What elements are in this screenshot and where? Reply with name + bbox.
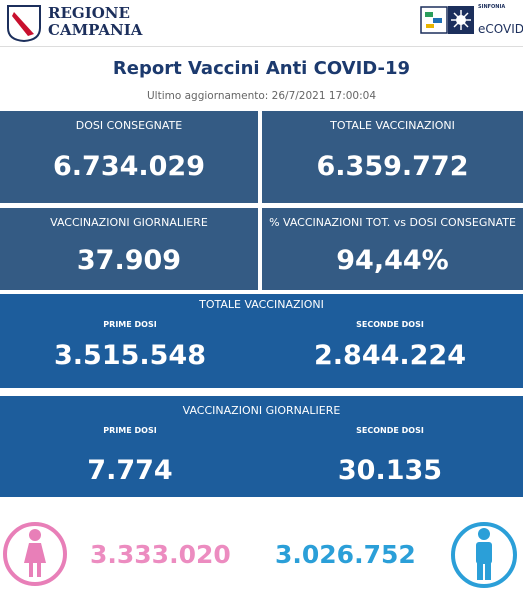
tile-label: DOSI CONSEGNATE [75, 119, 183, 132]
tile-label: TOTALE VACCINAZIONI [330, 119, 455, 132]
region-logo [7, 5, 41, 42]
region-name: REGIONE CAMPANIA [48, 5, 142, 39]
sinfonia-logo [420, 6, 448, 34]
female-icon [3, 522, 67, 586]
sub-label: SECONDE DOSI [356, 426, 424, 435]
tile-value: 94,44% [336, 245, 449, 276]
updated: Ultimo aggiornamento: 26/7/2021 17:00:04 [146, 90, 377, 102]
sub-label: PRIME DOSI [103, 426, 157, 435]
header: REGIONE CAMPANIA SINFONIA eCOVID [0, 0, 523, 47]
region-line: REGIONE [48, 4, 130, 22]
brand: eCOVID [478, 22, 523, 36]
block: VACCINAZIONI GIORNALIERE PRIME DOSI SECO… [0, 396, 523, 497]
sub-label: PRIME DOSI [103, 320, 157, 329]
tile-value: 6.734.029 [52, 151, 206, 182]
sub-label: SECONDE DOSI [356, 320, 424, 329]
block-title: VACCINAZIONI GIORNALIERE [182, 404, 341, 417]
title: Report Vaccini Anti COVID-19 [112, 58, 411, 79]
tile: TOTALE VACCINAZIONI 6.359.772 [262, 111, 523, 203]
tile: DOSI CONSEGNATE 6.734.029 [0, 111, 258, 203]
tile-label: % VACCINAZIONI TOT. vs DOSI CONSEGNATE [269, 216, 516, 229]
tile-label: VACCINAZIONI GIORNALIERE [50, 216, 208, 229]
tile: % VACCINAZIONI TOT. vs DOSI CONSEGNATE 9… [262, 208, 523, 290]
sub-value: 30.135 [337, 455, 443, 486]
sub-value: 7.774 [87, 455, 173, 486]
brand-small: SINFONIA [478, 4, 506, 10]
tile-value: 37.909 [76, 245, 182, 276]
block-title: TOTALE VACCINAZIONI [199, 298, 324, 311]
male-icon [451, 522, 517, 588]
ecovid-icon [448, 6, 474, 34]
sub-value: 2.844.224 [313, 340, 467, 371]
sub-value: 3.515.548 [53, 340, 207, 371]
block: TOTALE VACCINAZIONI PRIME DOSI SECONDE D… [0, 294, 523, 388]
region-line: CAMPANIA [48, 21, 143, 39]
tile: VACCINAZIONI GIORNALIERE 37.909 [0, 208, 258, 290]
tile-value: 6.359.772 [316, 151, 469, 182]
male-count: 3.026.752 [275, 540, 416, 569]
female-count: 3.333.020 [90, 540, 231, 569]
